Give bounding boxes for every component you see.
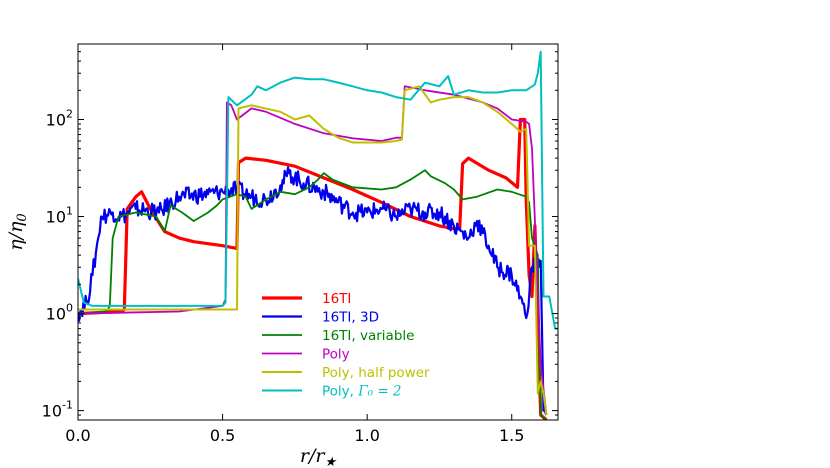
legend-text: 16TI, 3D [322, 310, 379, 326]
series-line-5 [78, 50, 558, 330]
x-axis-label: r/r★ [300, 445, 338, 468]
series-line-1 [78, 166, 548, 416]
y-tick-label: 102 [46, 108, 73, 130]
x-tick-label: 1.5 [499, 426, 524, 445]
y-tick-exp: -1 [62, 399, 73, 412]
y-tick-label: 101 [46, 205, 73, 227]
legend-label-0: 16TI [322, 291, 351, 307]
x-tick-label: 1.0 [354, 426, 379, 445]
series-line-3 [78, 85, 548, 416]
series-line-4 [78, 85, 548, 416]
legend-text: 16TI [322, 291, 351, 307]
y-tick-base: 10 [46, 305, 66, 324]
y-tick-exp: 0 [66, 302, 73, 315]
y-tick-base: 10 [46, 111, 66, 130]
legend-label-4: Poly, half power [322, 365, 430, 381]
legend-label-2: 16TI, variable [322, 328, 414, 344]
y-axis-label: η/η0 [5, 213, 30, 250]
plot-frame [77, 43, 559, 421]
series-line-0 [78, 117, 548, 420]
y-tick-label: 100 [46, 302, 73, 324]
legend-label-5: Poly, Γ₀ = 2 [322, 384, 402, 400]
y-tick-exp: 1 [66, 205, 73, 218]
legend-label-3: Poly [322, 347, 350, 363]
legend-text: Poly, half power [322, 365, 430, 381]
legend-math: Γ₀ = 2 [357, 384, 401, 400]
x-tick-label: 0.0 [65, 426, 90, 445]
y-tick-base: 10 [42, 402, 62, 421]
legend-label-1: 16TI, 3D [322, 310, 379, 326]
y-tick-base: 10 [46, 208, 66, 227]
x-tick-label: 0.5 [210, 426, 235, 445]
y-tick-exp: 2 [66, 108, 73, 121]
legend-text: Poly [322, 347, 350, 363]
legend: 16TI 16TI, 3D 16TI, variable Poly Poly, half… [262, 291, 430, 400]
legend-text: Poly, [322, 384, 358, 400]
series-line-2 [78, 169, 547, 420]
y-tick-label: 10-1 [42, 399, 73, 421]
legend-text: 16TI, variable [322, 328, 414, 344]
series-layer [78, 50, 558, 420]
